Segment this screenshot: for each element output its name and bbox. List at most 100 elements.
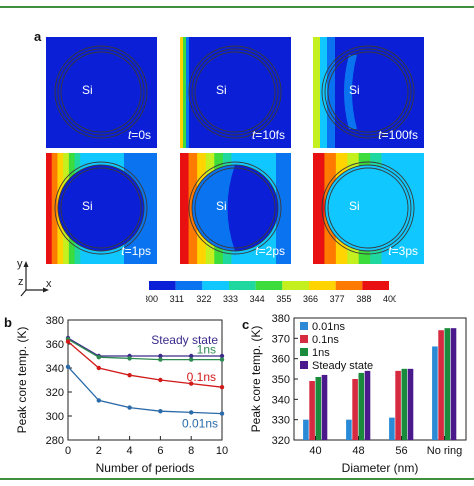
data-point: [127, 356, 132, 361]
data-point: [189, 357, 194, 362]
legend-swatch: [300, 322, 308, 330]
y-axis-title: Peak core temp. (K): [15, 327, 29, 434]
x-axis-title: Number of periods: [96, 461, 195, 475]
axis-z-label: z: [18, 276, 24, 288]
time-eq: =: [391, 244, 399, 258]
time-var: t: [251, 128, 256, 142]
data-point: [189, 381, 194, 386]
data-point: [96, 355, 102, 360]
time-var: t: [127, 128, 132, 142]
bar: [346, 419, 352, 440]
colorbar-swatch: [282, 281, 309, 290]
data-point: [127, 405, 132, 410]
tile-5: Si t=3ps: [313, 153, 424, 264]
legend-swatch: [300, 348, 308, 356]
time-var: t: [378, 128, 382, 142]
data-point: [189, 353, 194, 359]
x-tick-label: No ring: [427, 445, 462, 457]
data-point: [158, 409, 163, 414]
time-var: t: [121, 244, 125, 258]
bar: [438, 330, 444, 440]
bar: [309, 381, 315, 440]
y-tick-label: 280: [46, 435, 64, 447]
bar: [315, 376, 322, 440]
y-tick-label: 300: [46, 411, 64, 423]
colorbar-tick: 333: [223, 294, 238, 304]
series-label: Steady state: [151, 333, 218, 347]
series-line: [67, 338, 222, 361]
colorbar-tick: 311: [170, 294, 184, 304]
time-eq: =: [258, 244, 266, 258]
tile-0: Si t=0s: [46, 37, 157, 148]
y-axis-title: Peak core temp. (K): [249, 326, 263, 433]
x-tick-label: 10: [216, 445, 228, 457]
x-tick-label: 56: [395, 445, 407, 457]
data-point: [158, 357, 163, 362]
data-point: [158, 353, 163, 359]
data-point: [127, 373, 132, 378]
x-tick-label: 6: [157, 445, 163, 457]
bar: [321, 374, 328, 440]
x-axis-title: Diameter (nm): [342, 461, 419, 475]
tile-4: Si t=2ps: [180, 153, 291, 264]
coordinate-axes: y z x: [14, 258, 54, 302]
data-point: [158, 377, 163, 383]
colorbar-swatch: [149, 281, 176, 290]
series-line: [67, 366, 223, 415]
time-var: t: [388, 244, 392, 258]
time-eq: =: [381, 128, 389, 142]
si-label: Si: [82, 199, 93, 213]
colorbar-swatch: [362, 281, 389, 290]
plot-frame: [67, 319, 223, 441]
time-eq: =: [124, 244, 132, 258]
y-tick-label: 360: [46, 339, 64, 351]
data-point: [219, 411, 225, 416]
tile-3: Si t=1ps: [46, 153, 157, 264]
colorbar-swatch: [202, 281, 229, 290]
legend-swatch: [300, 335, 308, 343]
data-point: [65, 339, 71, 344]
colorbar-swatch: [309, 281, 336, 290]
time-eq: =: [131, 128, 139, 142]
si-label: Si: [349, 83, 360, 97]
time-label: t=10fs: [252, 128, 285, 142]
si-label: Si: [82, 83, 93, 97]
colorbar-tick: 355: [276, 294, 291, 304]
bar: [352, 379, 358, 440]
series-label: 0.01ns: [182, 417, 218, 431]
si-label: Si: [349, 199, 360, 213]
time-value: 0s: [138, 128, 151, 142]
x-tick-label: 8: [188, 445, 194, 457]
chart-c: 320 330 340 350 360 370 380 40 48 56 No ring Diamet…: [240, 312, 474, 481]
tile-1: Si t=10fs: [180, 37, 291, 148]
temperature-colorbar: 300 311 322 333 344 355 366 377 388 400K: [143, 281, 404, 307]
panel-label-a: a: [34, 29, 42, 44]
time-value: 1ps: [131, 244, 151, 258]
colorbar-tick: 322: [196, 294, 211, 304]
bar: [407, 368, 414, 440]
bottom-rule: [0, 478, 474, 480]
time-label: t=2ps: [255, 244, 285, 258]
top-rule: [0, 6, 474, 8]
bar: [401, 368, 408, 440]
colorbar-swatch: [335, 281, 363, 290]
data-point: [219, 385, 225, 390]
legend-label: 1ns: [312, 347, 330, 359]
time-value: 3ps: [398, 244, 418, 258]
x-tick-label: 0: [65, 445, 71, 457]
y-tick-label: 350: [272, 374, 290, 386]
x-tick-label: 40: [309, 445, 321, 457]
series-label: 0.1ns: [187, 370, 216, 384]
colorbar-tick: 344: [250, 294, 265, 304]
time-var: t: [255, 244, 259, 258]
data-point: [96, 365, 102, 371]
legend-label: 0.1ns: [312, 334, 339, 346]
time-value: 10fs: [262, 128, 285, 142]
colorbar-swatch: [175, 281, 203, 290]
x-tick-label: 48: [352, 445, 364, 457]
time-label: t=0s: [128, 128, 151, 142]
series-line: [67, 341, 223, 388]
y-tick-label: 360: [272, 354, 290, 366]
bar: [364, 370, 371, 440]
colorbar-tick: 400K: [383, 294, 396, 304]
